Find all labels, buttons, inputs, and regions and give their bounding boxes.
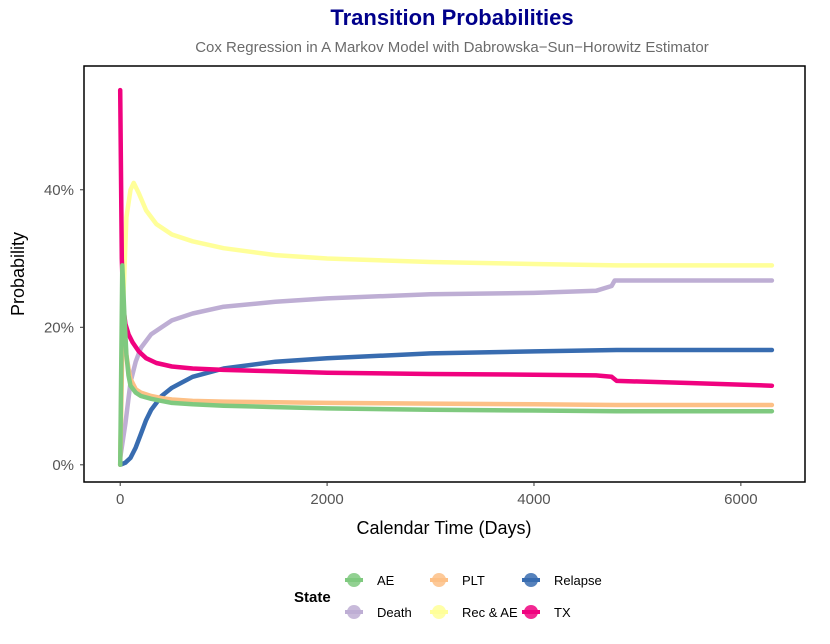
series-line-rec-ae — [117, 180, 775, 468]
legend-item-relapse: Relapse — [522, 573, 602, 588]
y-tick-label: 0% — [52, 457, 74, 474]
x-tick-label: 4000 — [517, 491, 550, 508]
legend-title: State — [294, 589, 331, 606]
x-tick-label: 6000 — [724, 491, 757, 508]
legend-item-rec-ae: Rec & AE — [430, 605, 518, 620]
legend-item-tx: TX — [522, 605, 571, 620]
legend-key-dot — [347, 605, 361, 619]
y-tick-label: 20% — [44, 319, 74, 336]
legend-label: TX — [554, 605, 571, 620]
legend-key-dot — [524, 605, 538, 619]
y-axis-ticks: 0% 20% 40% — [44, 182, 84, 474]
legend-label: Death — [377, 605, 412, 620]
legend: State AE Death PLT Rec & AE Relapse TX — [294, 573, 602, 620]
series-line-death — [117, 278, 775, 461]
legend-key-dot — [524, 573, 538, 587]
series-layer — [117, 87, 775, 468]
x-axis-ticks: 0 2000 4000 6000 — [116, 482, 758, 508]
legend-key-dot — [432, 605, 446, 619]
chart-title: Transition Probabilities — [330, 5, 574, 30]
legend-label: Relapse — [554, 573, 602, 588]
series-line-relapse — [117, 347, 775, 468]
legend-key-dot — [347, 573, 361, 587]
series-line-ae — [117, 263, 775, 468]
legend-label: PLT — [462, 573, 485, 588]
x-axis-label: Calendar Time (Days) — [356, 518, 531, 538]
series-line-tx — [117, 87, 775, 388]
x-tick-label: 2000 — [310, 491, 343, 508]
legend-item-plt: PLT — [430, 573, 485, 588]
legend-label: AE — [377, 573, 395, 588]
y-axis-label: Probability — [8, 232, 28, 316]
plot-panel-border — [83, 65, 806, 483]
legend-items: AE Death PLT Rec & AE Relapse TX — [345, 573, 602, 620]
y-tick-label: 40% — [44, 182, 74, 199]
legend-item-ae: AE — [345, 573, 395, 588]
legend-item-death: Death — [345, 605, 412, 620]
chart-subtitle: Cox Regression in A Markov Model with Da… — [195, 39, 709, 56]
legend-label: Rec & AE — [462, 605, 518, 620]
legend-key-dot — [432, 573, 446, 587]
x-tick-label: 0 — [116, 491, 124, 508]
